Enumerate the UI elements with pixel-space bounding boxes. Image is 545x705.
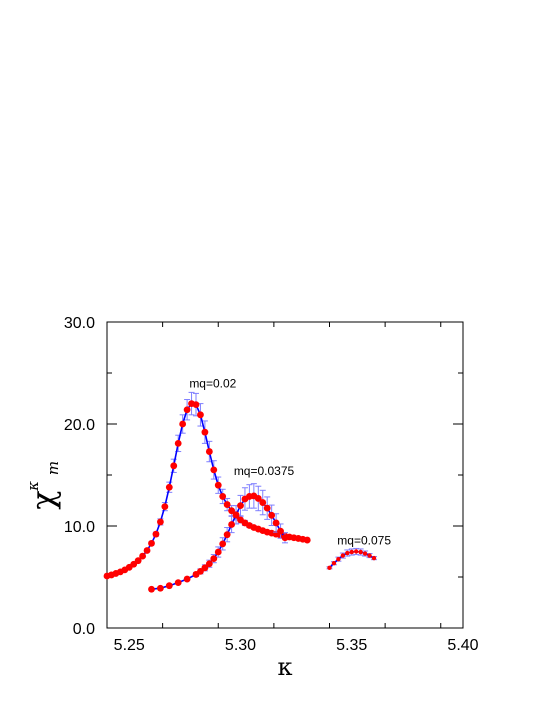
data-point	[331, 561, 337, 566]
x-tick-label: 5.25	[114, 637, 145, 654]
data-point	[197, 411, 204, 419]
data-point	[134, 557, 142, 565]
data-point	[205, 448, 213, 455]
data-point	[183, 406, 191, 414]
x-tick-label: 5.40	[447, 637, 478, 654]
data-point	[223, 531, 231, 539]
data-point	[148, 585, 155, 593]
data-point	[205, 560, 213, 568]
data-point	[336, 556, 341, 562]
y-tick-label: 20.0	[64, 417, 95, 434]
data-point	[237, 502, 244, 509]
data-point	[268, 511, 276, 519]
y-tick-label: 0.0	[73, 621, 95, 638]
data-point	[201, 564, 209, 572]
data-point	[183, 575, 191, 583]
data-point	[254, 495, 262, 502]
data-point	[174, 579, 182, 587]
data-point	[263, 504, 271, 512]
data-point	[165, 483, 173, 491]
y-axis-label-sup: κ	[24, 481, 42, 492]
data-point	[349, 549, 354, 555]
data-point	[303, 536, 311, 544]
data-point	[354, 549, 359, 554]
y-tick-labels: 0.0 10.0 20.0 30.0	[64, 315, 95, 638]
x-tick-labels: 5.25 5.30 5.35 5.40	[114, 637, 479, 654]
data-point	[219, 540, 227, 548]
data-point	[201, 428, 209, 436]
series-label: mq=0.075	[337, 533, 391, 547]
y-tick-label: 30.0	[64, 315, 95, 332]
series-annotations: mq=0.02 mq=0.0375 mq=0.075	[189, 376, 391, 547]
data-point	[214, 481, 222, 489]
data-point	[367, 553, 372, 558]
data-point	[192, 401, 200, 409]
data-point	[232, 511, 240, 519]
x-tick-label: 5.35	[336, 637, 367, 654]
data-point	[259, 499, 267, 506]
data-point	[210, 466, 218, 474]
x-axis-label: κ	[278, 653, 293, 681]
x-tick-label: 5.30	[225, 637, 256, 654]
data-point	[161, 503, 169, 511]
data-point	[210, 555, 218, 563]
data-point	[340, 553, 346, 558]
data-point	[152, 530, 160, 538]
data-point	[165, 582, 173, 590]
data-point	[223, 501, 231, 508]
fit-line	[106, 402, 308, 577]
data-point	[228, 521, 236, 528]
data-point	[327, 565, 332, 571]
data-point	[148, 539, 155, 547]
data-point	[139, 552, 147, 560]
data-point	[362, 551, 368, 556]
y-axis-label: χ κ m	[24, 461, 62, 510]
series-2	[148, 483, 289, 593]
data-point	[214, 548, 222, 556]
series-layer	[103, 391, 377, 593]
series-label: mq=0.02	[189, 376, 236, 390]
series-3	[326, 547, 377, 571]
data-point	[157, 518, 164, 526]
series-1	[103, 391, 311, 580]
data-point	[174, 439, 182, 447]
data-point	[157, 584, 164, 592]
data-point	[179, 420, 187, 428]
data-point	[358, 549, 363, 555]
data-point	[281, 534, 289, 542]
data-point	[345, 550, 350, 556]
y-axis-label-main: χ	[24, 490, 62, 509]
data-point	[228, 507, 236, 515]
data-point	[371, 555, 377, 561]
data-point	[143, 547, 151, 554]
data-point	[272, 519, 280, 527]
data-point	[170, 462, 178, 470]
y-axis-label-sub: m	[44, 461, 62, 475]
data-point	[219, 493, 227, 500]
series-label: mq=0.0375	[234, 464, 295, 478]
data-point	[277, 527, 284, 535]
y-tick-label: 10.0	[64, 519, 95, 536]
